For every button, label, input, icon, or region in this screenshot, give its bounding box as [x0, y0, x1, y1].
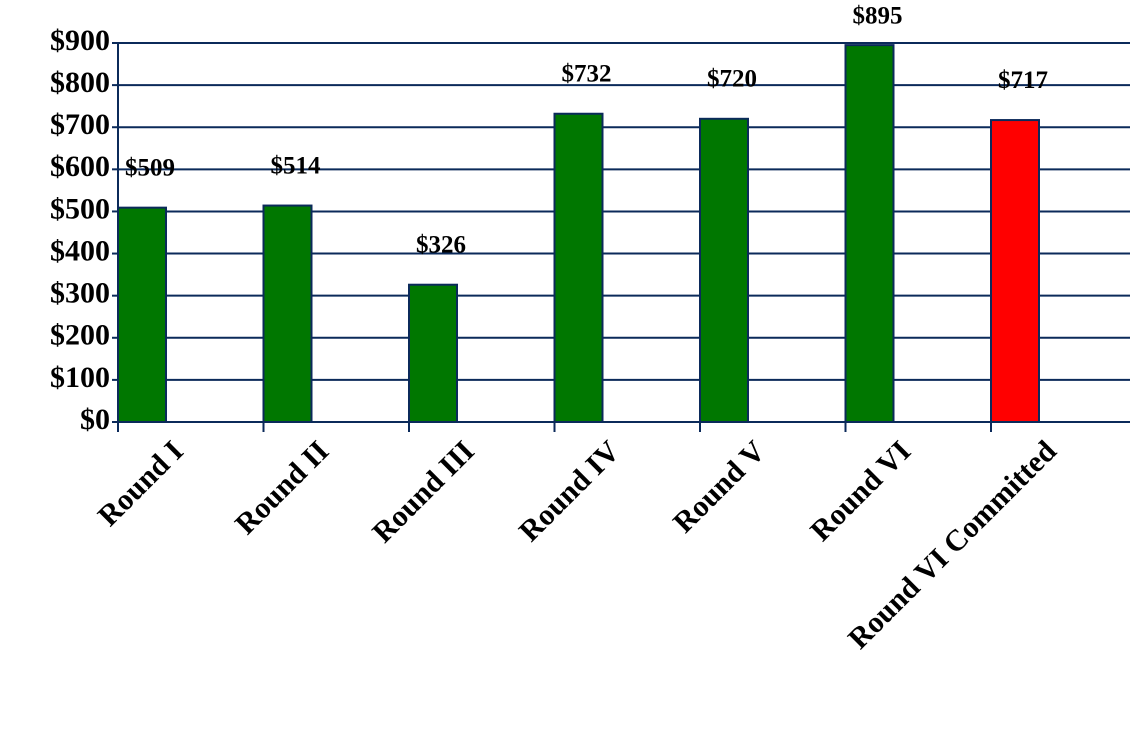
- y-tick-label: $900: [50, 24, 110, 57]
- x-tick-label: Round V: [667, 434, 772, 539]
- data-label: $717: [998, 67, 1048, 94]
- x-tick-label: Round I: [92, 434, 190, 532]
- bar: [553, 112, 604, 423]
- y-tick-label: $300: [50, 277, 110, 310]
- x-tick-label: Round III: [366, 434, 481, 549]
- y-tick-label: $600: [50, 150, 110, 183]
- x-tick-label: Round II: [229, 434, 335, 540]
- y-tick-label: $200: [50, 319, 110, 352]
- x-tick-label: Round IV: [513, 434, 627, 548]
- y-tick-label: $100: [50, 361, 110, 394]
- x-tick-label: Round VI: [804, 434, 917, 547]
- bar: [699, 117, 749, 424]
- bar: [990, 119, 1040, 424]
- data-label: $720: [707, 66, 757, 93]
- data-label: $509: [125, 154, 175, 181]
- bar: [844, 44, 895, 423]
- data-label: $514: [271, 152, 322, 179]
- bar: [117, 206, 167, 423]
- y-tick-label: $700: [50, 108, 110, 141]
- y-tick-label: $500: [50, 192, 110, 225]
- data-label: $895: [853, 3, 903, 30]
- bar: [408, 283, 458, 423]
- bar: [262, 204, 313, 423]
- data-label: $326: [416, 231, 466, 258]
- y-tick-label: $0: [80, 403, 110, 436]
- y-tick-label: $800: [50, 66, 110, 99]
- y-tick-label: $400: [50, 234, 110, 267]
- data-label: $732: [562, 60, 612, 87]
